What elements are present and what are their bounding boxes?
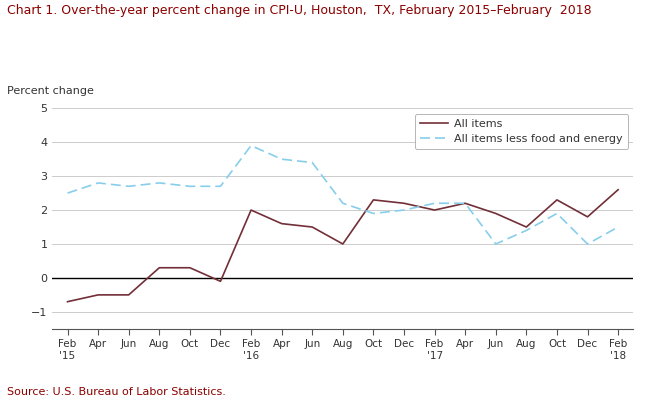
All items [553, 197, 561, 202]
All items [278, 221, 285, 226]
All items [308, 225, 316, 229]
All items less food and energy [492, 241, 500, 246]
All items [400, 201, 408, 206]
All items less food and energy [370, 211, 377, 216]
All items [461, 201, 469, 206]
All items less food and energy [522, 228, 530, 233]
All items less food and energy [553, 211, 561, 216]
All items less food and energy [247, 143, 255, 148]
All items [155, 265, 163, 270]
All items [584, 215, 592, 219]
All items less food and energy [278, 157, 285, 162]
All items less food and energy [63, 191, 71, 196]
All items less food and energy [339, 201, 347, 206]
All items less food and energy [461, 201, 469, 206]
Line: All items: All items [67, 190, 618, 302]
All items less food and energy [94, 180, 102, 185]
All items less food and energy [584, 241, 592, 246]
All items less food and energy [614, 225, 622, 229]
Legend: All items, All items less food and energy: All items, All items less food and energ… [415, 114, 628, 150]
All items [370, 197, 377, 202]
All items [63, 299, 71, 304]
All items less food and energy [431, 201, 439, 206]
All items [522, 225, 530, 229]
All items [125, 292, 133, 297]
All items less food and energy [186, 184, 194, 189]
All items less food and energy [155, 180, 163, 185]
All items less food and energy [217, 184, 225, 189]
All items [492, 211, 500, 216]
All items [186, 265, 194, 270]
All items less food and energy [400, 208, 408, 213]
All items less food and energy [125, 184, 133, 189]
Text: Percent change: Percent change [7, 86, 93, 96]
All items [94, 292, 102, 297]
All items [217, 279, 225, 284]
All items less food and energy [308, 160, 316, 165]
Text: Chart 1. Over-the-year percent change in CPI-U, Houston,  TX, February 2015–Febr: Chart 1. Over-the-year percent change in… [7, 4, 591, 17]
All items [247, 208, 255, 213]
All items [339, 241, 347, 246]
All items [614, 187, 622, 192]
All items [431, 208, 439, 213]
Text: Source: U.S. Bureau of Labor Statistics.: Source: U.S. Bureau of Labor Statistics. [7, 387, 225, 397]
Line: All items less food and energy: All items less food and energy [67, 146, 618, 244]
